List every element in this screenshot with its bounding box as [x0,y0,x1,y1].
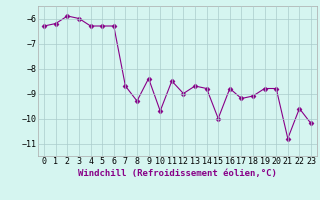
X-axis label: Windchill (Refroidissement éolien,°C): Windchill (Refroidissement éolien,°C) [78,169,277,178]
